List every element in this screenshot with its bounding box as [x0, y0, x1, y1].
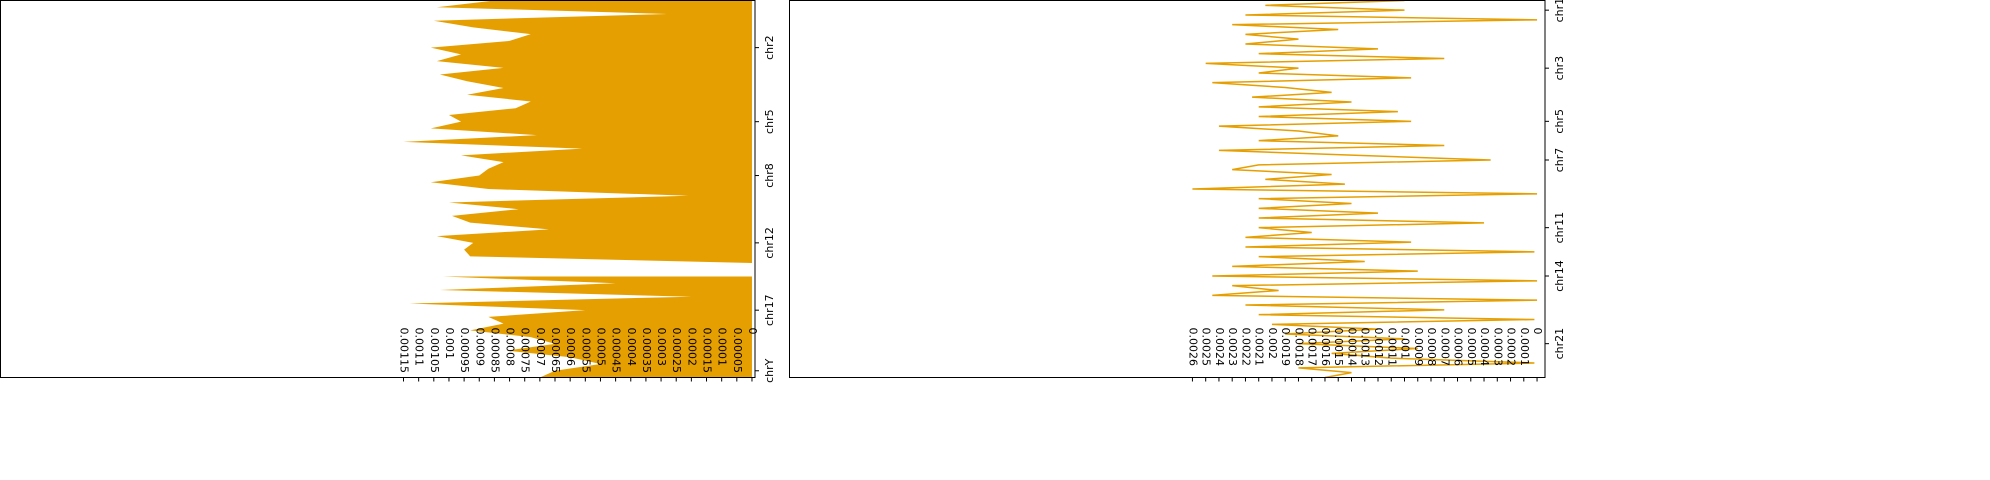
x-tick-label: 0.00085 [488, 328, 501, 374]
y-tick-label: chr5 [763, 109, 776, 134]
x-tick-label: 0.0001 [716, 328, 729, 367]
x-tick-label: 0.00095 [458, 328, 471, 374]
x-tick-label: 0.00005 [731, 328, 744, 374]
x-tick-label: 0.0023 [1226, 328, 1239, 367]
x-tick-label: 0.0014 [1345, 328, 1358, 367]
x-tick-label: 0.0002 [1505, 328, 1518, 367]
plot-area [1192, 0, 1538, 378]
y-tick-label: chrY [763, 358, 776, 383]
x-tick-label: 0.00025 [670, 328, 683, 374]
x-tick-label: 0.002 [1266, 328, 1279, 360]
x-tick-label: 0.0006 [1452, 328, 1465, 367]
x-tick-label: 0.0001 [1518, 328, 1531, 367]
x-tick-label: 0.0015 [1332, 328, 1345, 367]
x-tick-label: 0.00045 [610, 328, 623, 374]
y-tick-label: chr2 [763, 35, 776, 60]
x-tick-label: 0.0011 [1385, 328, 1398, 367]
x-tick-label: 0.0018 [1292, 328, 1305, 367]
y-tick-label: chr14 [1553, 260, 1566, 292]
x-tick-label: 0.00115 [398, 328, 411, 374]
x-tick-label: 0.0009 [473, 328, 486, 367]
y-tick-label: chr1 [1553, 0, 1566, 22]
x-tick-label: 0.0017 [1306, 328, 1319, 367]
plot-area [403, 0, 752, 378]
panel-frame [789, 0, 1546, 378]
y-tick-label: chr8 [763, 163, 776, 188]
x-tick-label: 0.00055 [579, 328, 592, 374]
x-tick-label: 0.0005 [594, 328, 607, 367]
x-tick-label: 0.001 [443, 328, 456, 360]
x-tick-label: 0.00035 [640, 328, 653, 374]
y-tick-label: chr3 [1553, 56, 1566, 81]
x-tick-label: 0.0013 [1359, 328, 1372, 367]
y-tick-label: chr5 [1553, 109, 1566, 134]
x-tick-label: 0.0008 [504, 328, 517, 367]
x-tick-label: 0 [1531, 328, 1544, 335]
x-tick-label: 0.0011 [413, 328, 426, 367]
panel-frame [0, 0, 756, 378]
x-tick-label: 0.0007 [534, 328, 547, 367]
x-tick-label: 0.0005 [1465, 328, 1478, 367]
line [1192, 0, 1538, 378]
x-tick-label: 0.00015 [701, 328, 714, 374]
x-tick-label: 0.0004 [625, 328, 638, 367]
x-tick-label: 0.0003 [655, 328, 668, 367]
y-tick-label: chr11 [1553, 212, 1566, 244]
x-tick-label: 0.0012 [1372, 328, 1385, 367]
x-tick-label: 0.00065 [549, 328, 562, 374]
x-tick-label: 0.0022 [1239, 328, 1252, 367]
x-tick-label: 0.0007 [1438, 328, 1451, 367]
y-tick-label: chr17 [763, 294, 776, 326]
x-tick-label: 0.0004 [1478, 328, 1491, 367]
x-tick-label: 0.0025 [1200, 328, 1213, 367]
area [409, 276, 752, 378]
x-tick-label: 0.0006 [564, 328, 577, 367]
y-tick-label: chr12 [763, 227, 776, 259]
x-tick-label: 0.0002 [685, 328, 698, 367]
x-tick-label: 0.0024 [1213, 328, 1226, 367]
x-tick-label: 0.0016 [1319, 328, 1332, 367]
x-tick-label: 0 [746, 328, 759, 335]
area [403, 0, 752, 264]
y-tick-label: chr7 [1553, 148, 1566, 173]
x-tick-label: 0.0009 [1412, 328, 1425, 367]
x-tick-label: 0.0026 [1186, 328, 1199, 367]
x-tick-label: 0.001 [1399, 328, 1412, 360]
x-tick-label: 0.0021 [1253, 328, 1266, 367]
x-tick-label: 0.00075 [519, 328, 532, 374]
y-tick-label: chr21 [1553, 328, 1566, 360]
x-tick-label: 0.00105 [428, 328, 441, 374]
x-tick-label: 0.0008 [1425, 328, 1438, 367]
x-tick-label: 0.0019 [1279, 328, 1292, 367]
x-tick-label: 0.0003 [1491, 328, 1504, 367]
